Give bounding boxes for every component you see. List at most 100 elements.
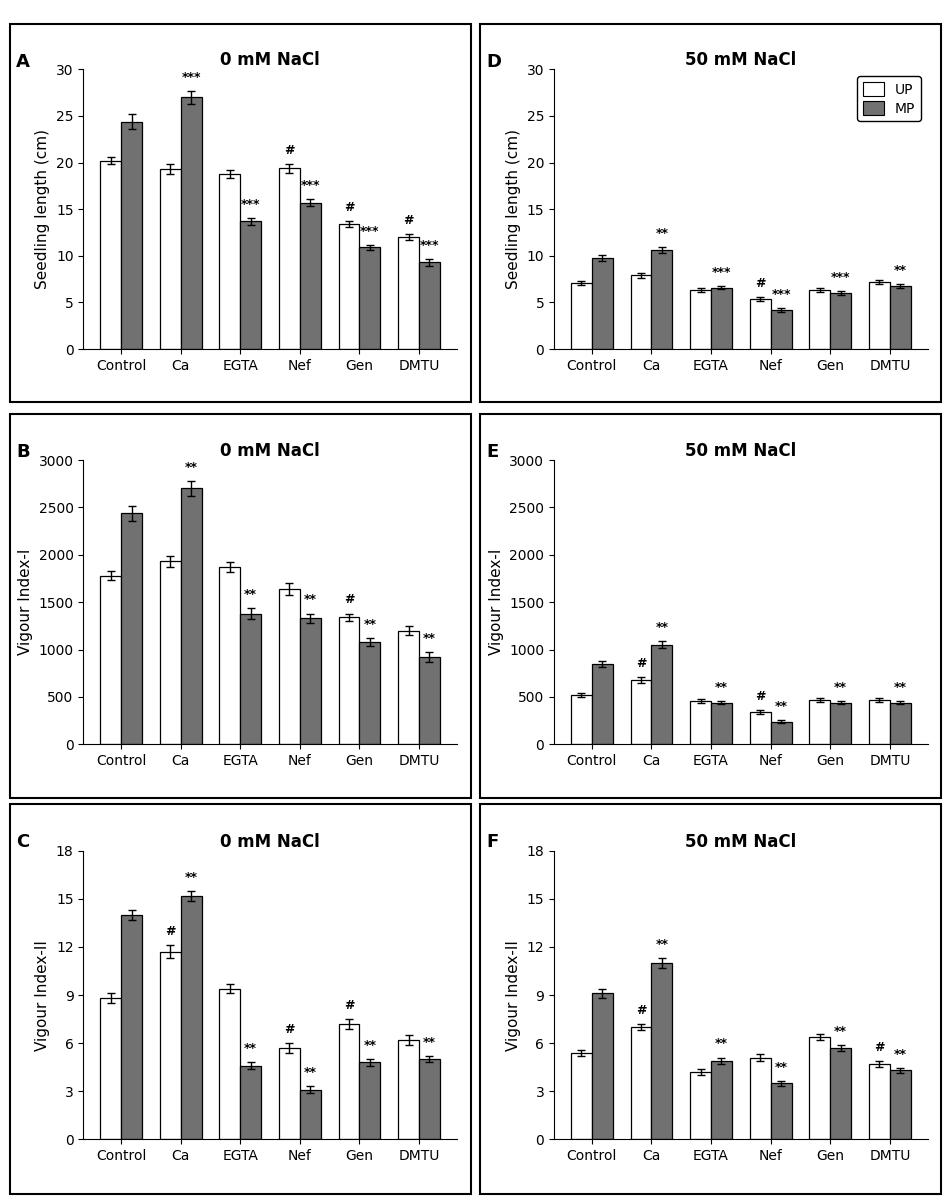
Text: ***: *** [771, 288, 791, 301]
Text: C: C [16, 834, 29, 852]
Text: #: # [874, 1040, 884, 1054]
Text: #: # [344, 594, 355, 606]
Text: **: ** [244, 588, 257, 601]
Text: ***: *** [301, 179, 320, 192]
Text: ***: *** [182, 71, 201, 84]
Text: **: ** [894, 680, 906, 694]
Bar [571, 1052, 592, 1140]
Bar [890, 702, 911, 744]
Bar [830, 702, 851, 744]
Bar [398, 1040, 419, 1140]
Bar [181, 97, 202, 349]
Bar [869, 282, 890, 349]
Bar [809, 1037, 830, 1140]
Text: E: E [487, 443, 499, 461]
Text: **: ** [423, 632, 436, 646]
Text: **: ** [894, 1048, 906, 1061]
Text: **: ** [655, 938, 669, 952]
Bar [279, 589, 300, 744]
Text: #: # [284, 144, 295, 156]
Bar [359, 1062, 380, 1140]
Bar [300, 203, 320, 349]
Bar [241, 1066, 262, 1140]
Bar [160, 562, 181, 744]
Bar [419, 1060, 440, 1140]
Y-axis label: Seedling length (cm): Seedling length (cm) [506, 130, 521, 289]
Text: **: ** [303, 1067, 317, 1079]
Bar [571, 283, 592, 349]
Text: **: ** [184, 871, 198, 883]
Text: ***: *** [241, 198, 261, 211]
Bar [419, 263, 440, 349]
Bar [398, 630, 419, 744]
Text: **: ** [363, 1039, 377, 1052]
Y-axis label: Seedling length (cm): Seedling length (cm) [35, 130, 50, 289]
Bar [869, 1064, 890, 1140]
Bar [631, 680, 651, 744]
Bar [749, 299, 770, 349]
Text: #: # [636, 1003, 647, 1016]
Bar [279, 168, 300, 349]
Bar [121, 514, 142, 744]
Legend: UP, MP: UP, MP [857, 77, 921, 121]
Bar [160, 952, 181, 1140]
Text: ***: *** [419, 239, 439, 252]
Bar [711, 288, 732, 349]
Text: #: # [755, 277, 766, 290]
Bar [651, 251, 672, 349]
Text: #: # [636, 656, 647, 670]
Text: **: ** [894, 264, 906, 277]
Title: 0 mM NaCl: 0 mM NaCl [221, 442, 320, 460]
Bar [869, 700, 890, 744]
Bar [121, 121, 142, 349]
Text: #: # [284, 1022, 295, 1036]
Text: ***: *** [831, 271, 850, 284]
Bar [690, 290, 711, 349]
Bar [359, 642, 380, 744]
Bar [339, 224, 359, 349]
Bar [181, 488, 202, 744]
Text: F: F [487, 834, 499, 852]
Text: **: ** [715, 680, 728, 694]
Bar [890, 286, 911, 349]
Text: **: ** [774, 1061, 787, 1074]
Bar [181, 895, 202, 1140]
Bar [690, 701, 711, 744]
Bar [631, 276, 651, 349]
Bar [770, 721, 791, 744]
Bar [809, 700, 830, 744]
Bar [571, 695, 592, 744]
Text: **: ** [303, 594, 317, 606]
Bar [419, 658, 440, 744]
Bar [770, 310, 791, 349]
Text: **: ** [715, 1038, 728, 1050]
Title: 0 mM NaCl: 0 mM NaCl [221, 833, 320, 851]
Text: ***: *** [711, 265, 731, 278]
Text: **: ** [774, 700, 787, 713]
Bar [749, 712, 770, 744]
Text: **: ** [655, 228, 669, 240]
Text: **: ** [423, 1036, 436, 1049]
Text: A: A [16, 53, 29, 71]
Bar [631, 1027, 651, 1140]
Bar [121, 914, 142, 1140]
Text: #: # [403, 215, 414, 228]
Bar [651, 964, 672, 1140]
Text: B: B [16, 443, 29, 461]
Bar [300, 618, 320, 744]
Text: D: D [487, 53, 502, 71]
Bar [100, 998, 121, 1140]
Bar [160, 169, 181, 349]
Title: 0 mM NaCl: 0 mM NaCl [221, 52, 320, 70]
Title: 50 mM NaCl: 50 mM NaCl [686, 833, 797, 851]
Bar [890, 1070, 911, 1140]
Y-axis label: Vigour Index-I: Vigour Index-I [18, 548, 33, 655]
Bar [300, 1090, 320, 1140]
Bar [711, 702, 732, 744]
Bar [711, 1061, 732, 1140]
Bar [749, 1057, 770, 1140]
Text: #: # [344, 202, 355, 215]
Bar [220, 568, 241, 744]
Text: **: ** [244, 1043, 257, 1055]
Text: **: ** [363, 618, 377, 631]
